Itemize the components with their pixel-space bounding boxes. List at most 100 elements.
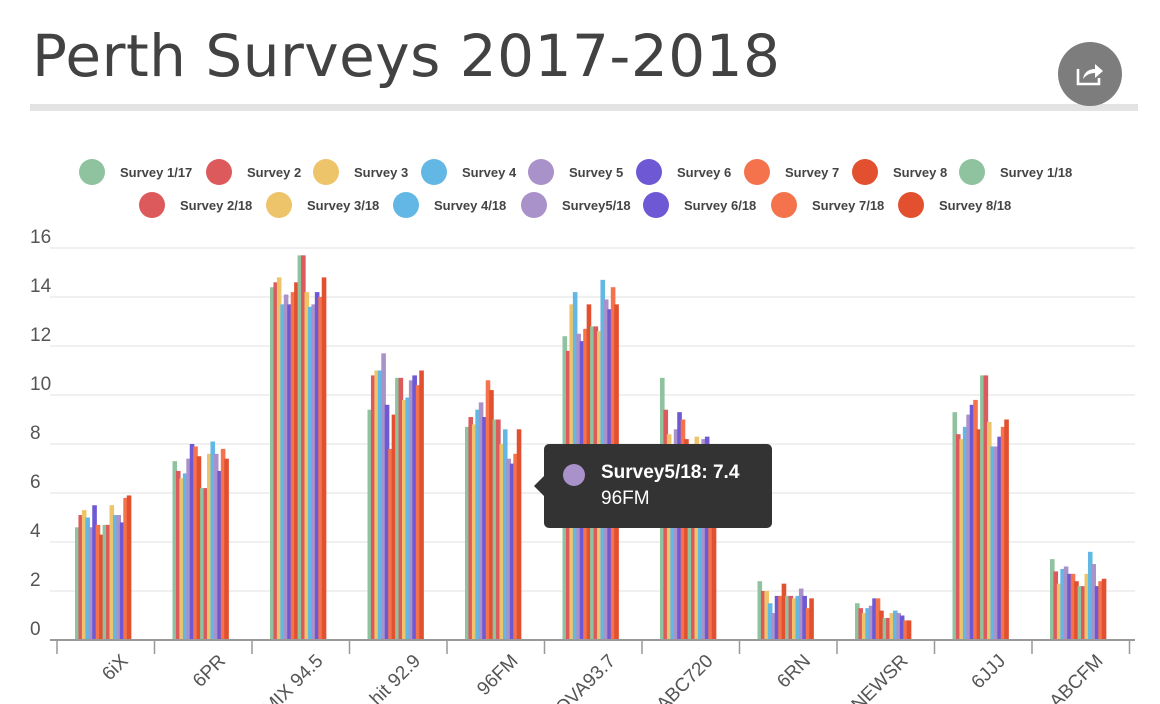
bar[interactable] [861,613,867,640]
bar[interactable] [465,426,470,640]
bar[interactable] [771,613,776,640]
bar[interactable] [287,304,292,640]
legend-label[interactable]: Survey 6/18 [684,198,756,213]
bar[interactable] [899,615,905,641]
bar[interactable] [1000,426,1006,640]
bar[interactable] [666,434,672,640]
bar[interactable] [506,458,511,640]
bar[interactable] [774,595,780,640]
bar[interactable] [980,375,985,640]
bar[interactable] [785,595,790,640]
bar[interactable] [767,603,773,640]
bar[interactable] [896,613,901,640]
bar[interactable] [798,588,804,640]
bar[interactable] [1070,573,1076,640]
bar[interactable] [1053,571,1059,640]
bar[interactable] [704,436,710,640]
bar[interactable] [502,429,508,640]
bar[interactable] [757,581,763,640]
bar[interactable] [886,617,891,640]
bar[interactable] [172,461,178,640]
legend-label[interactable]: Survey 4 [462,165,517,180]
bar[interactable] [1084,573,1090,640]
bar[interactable] [1087,551,1093,640]
bar[interactable] [987,421,992,640]
bar[interactable] [468,417,474,640]
legend-label[interactable]: Survey5/18 [562,198,631,213]
bar[interactable] [711,505,717,640]
bar[interactable] [1094,586,1100,640]
bar[interactable] [492,419,498,641]
bar[interactable] [276,277,282,640]
bar[interactable] [697,461,703,640]
legend-label[interactable]: Survey 2 [247,165,301,180]
bar[interactable] [875,598,881,640]
bar[interactable] [78,515,84,640]
bar[interactable] [374,370,379,641]
bar[interactable] [367,409,373,640]
bar[interactable] [273,282,279,640]
bar[interactable] [1098,581,1103,640]
bar[interactable] [1004,419,1009,641]
bar[interactable] [955,434,961,640]
bar[interactable] [969,404,975,640]
bar[interactable] [210,441,216,640]
bar[interactable] [959,439,964,640]
bar[interactable] [213,453,219,640]
bar[interactable] [408,380,414,640]
bar[interactable] [294,282,299,640]
bar[interactable] [778,595,783,640]
bar[interactable] [482,417,487,640]
bar[interactable] [760,591,766,640]
bar[interactable] [788,595,794,640]
bar[interactable] [307,306,313,640]
bar[interactable] [1060,568,1065,640]
share-button[interactable] [1058,42,1122,106]
legend-label[interactable]: Survey 3 [354,165,408,180]
bar[interactable] [384,404,390,640]
bar[interactable] [701,439,706,640]
legend-label[interactable]: Survey 2/18 [180,198,252,213]
bar[interactable] [109,505,115,640]
bar[interactable] [687,478,693,640]
bar[interactable] [513,453,518,640]
bar[interactable] [475,409,480,640]
bar[interactable] [217,470,222,640]
bar[interactable] [990,446,996,640]
bar[interactable] [892,610,898,640]
bar[interactable] [126,495,132,640]
bar[interactable] [175,470,181,640]
bar[interactable] [196,456,202,640]
bar[interactable] [318,297,323,640]
legend-label[interactable]: Survey 1/17 [120,165,192,180]
bar[interactable] [280,304,285,640]
bar[interactable] [1101,578,1107,640]
bar[interactable] [879,610,884,640]
bar[interactable] [471,424,477,640]
bar[interactable] [976,429,982,640]
bar[interactable] [516,429,522,640]
bar[interactable] [179,478,184,640]
bar[interactable] [1081,586,1086,640]
bar[interactable] [805,608,811,640]
bar[interactable] [398,377,404,640]
bar[interactable] [415,385,421,640]
bar[interactable] [802,595,807,640]
bar[interactable] [792,598,797,640]
bar[interactable] [92,505,97,640]
bar[interactable] [95,524,101,640]
bar[interactable] [283,294,289,640]
bar[interactable] [203,488,209,640]
bar[interactable] [1077,586,1083,640]
legend-label[interactable]: Survey 6 [677,165,731,180]
bar[interactable] [304,292,310,640]
bar[interactable] [189,444,195,640]
bar[interactable] [182,473,188,640]
bar[interactable] [412,375,417,640]
legend-label[interactable]: Survey 8/18 [939,198,1011,213]
bar[interactable] [419,370,424,641]
bar[interactable] [370,375,376,640]
bar[interactable] [673,429,679,640]
bar[interactable] [391,414,397,640]
legend-label[interactable]: Survey 7 [785,165,839,180]
